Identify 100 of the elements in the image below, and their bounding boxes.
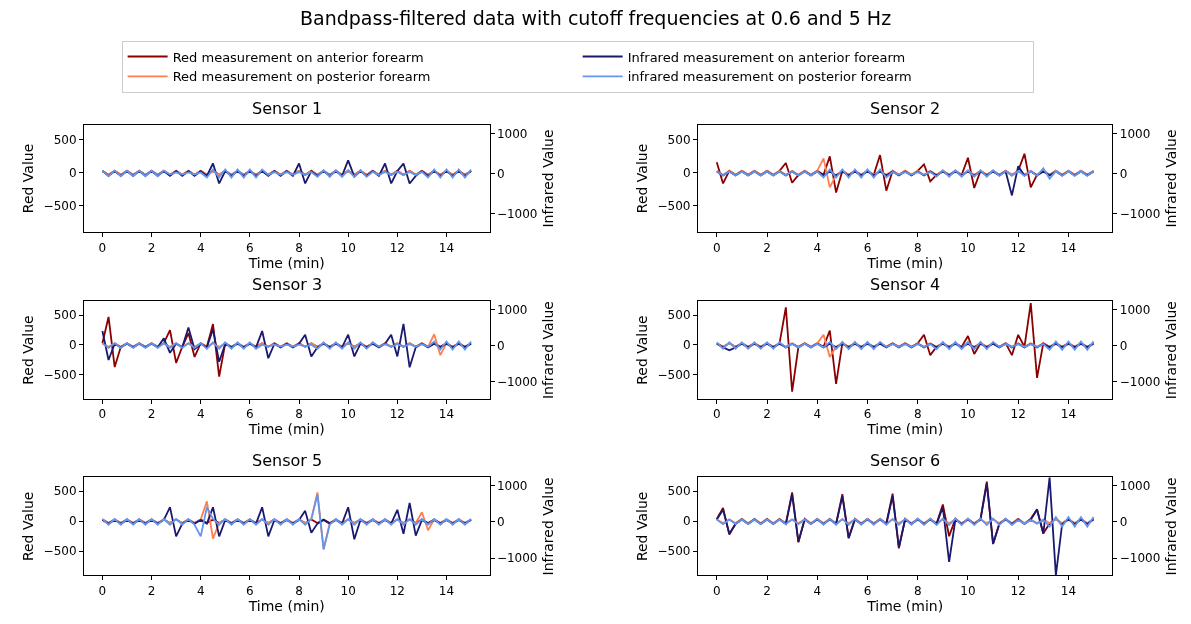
x-tick-label: 2	[147, 583, 156, 598]
y-tick-label: 0	[682, 166, 691, 181]
y-tick-label: 0	[68, 514, 77, 529]
x-tick-label: 0	[98, 240, 107, 255]
y-axis-title: Red Value	[20, 491, 37, 562]
x-tick-label: 2	[763, 583, 771, 598]
x-tick-label: 10	[340, 407, 356, 422]
y2-tick-label: −1000	[1119, 374, 1161, 389]
x-tick-label: 8	[295, 583, 303, 598]
x-tick-label: 10	[960, 583, 976, 598]
y2-tick-label: 0	[1119, 514, 1128, 529]
y2-tick-label: 0	[496, 338, 505, 353]
x-tick-label: 6	[863, 240, 872, 255]
x-tick-label: 10	[340, 240, 356, 255]
x-tick-label: 2	[147, 240, 156, 255]
x-tick-label: 4	[813, 407, 822, 422]
y2-axis-title: Infrared Value	[539, 477, 556, 576]
x-axis-title: Time (min)	[866, 598, 944, 615]
x-tick-label: 0	[98, 583, 107, 598]
x-tick-label: 14	[1060, 583, 1077, 598]
x-axis-title: Time (min)	[247, 598, 325, 615]
y2-tick-label: 0	[496, 166, 505, 181]
y2-tick-label: −1000	[1119, 206, 1161, 221]
y2-axis-title: Infrared Value	[1162, 477, 1179, 576]
x-tick-label: 8	[295, 240, 303, 255]
chart-title: Sensor 3	[252, 275, 323, 294]
x-tick-label: 12	[389, 240, 405, 255]
y2-tick-label: −1000	[496, 551, 538, 566]
y-tick-label: 0	[68, 338, 77, 353]
x-tick-label: 14	[438, 407, 455, 422]
x-tick-label: 4	[813, 240, 822, 255]
x-tick-label: 10	[340, 583, 356, 598]
x-tick-label: 2	[147, 407, 156, 422]
x-tick-label: 6	[863, 583, 872, 598]
x-tick-label: 4	[196, 583, 205, 598]
y-tick-label: 500	[53, 484, 77, 499]
y-tick-label: −500	[43, 198, 77, 213]
chart-title: Sensor 6	[870, 451, 941, 470]
y-tick-label: −500	[43, 368, 77, 383]
y2-tick-label: 1000	[496, 478, 528, 493]
x-tick-label: 0	[98, 407, 107, 422]
x-tick-label: 0	[712, 583, 721, 598]
y2-tick-label: 0	[1119, 166, 1128, 181]
chart-title: Sensor 5	[252, 451, 323, 470]
y-tick-label: 500	[53, 308, 77, 323]
chart-title: Sensor 4	[870, 275, 941, 294]
x-tick-label: 6	[246, 240, 254, 255]
y-tick-label: −500	[657, 544, 691, 559]
text: Bandpass-filtered data with cutoff frequencies at 0.6 and 5 Hz	[300, 7, 892, 29]
y2-tick-label: 1000	[496, 126, 528, 141]
y-axis-title: Red Value	[634, 315, 651, 385]
x-axis-title: Time (min)	[866, 421, 944, 438]
y2-tick-label: 1000	[496, 302, 528, 317]
x-tick-label: 12	[389, 407, 405, 422]
y2-tick-label: 0	[1119, 338, 1128, 353]
y-axis-title: Red Value	[634, 491, 651, 562]
x-axis-title: Time (min)	[247, 421, 325, 438]
x-tick-label: 14	[438, 240, 455, 255]
y2-axis-title: Infrared Value	[1162, 301, 1179, 400]
x-tick-label: 8	[295, 407, 303, 422]
y2-axis-title: Infrared Value	[1162, 129, 1179, 228]
y-tick-label: 500	[667, 484, 691, 499]
x-tick-label: 0	[712, 407, 721, 422]
y-tick-label: 0	[68, 166, 77, 181]
y-tick-label: 500	[667, 308, 691, 323]
y2-tick-label: −1000	[496, 206, 538, 221]
y-tick-label: −500	[43, 544, 77, 559]
y2-tick-label: −1000	[1119, 551, 1161, 566]
x-tick-label: 4	[196, 407, 205, 422]
y2-tick-label: 1000	[1119, 478, 1151, 493]
legend-label: Red measurement on anterior forearm	[172, 49, 424, 65]
x-tick-label: 14	[438, 583, 455, 598]
x-tick-label: 8	[913, 583, 922, 598]
x-tick-label: 12	[1010, 240, 1026, 255]
x-tick-label: 8	[913, 240, 922, 255]
x-tick-label: 10	[960, 407, 976, 422]
x-tick-label: 6	[246, 583, 254, 598]
y-axis-title: Red Value	[634, 143, 651, 214]
legend-label: Infrared measurement on anterior forearm	[627, 49, 906, 65]
x-tick-label: 14	[1060, 407, 1077, 422]
chart-title: Sensor 1	[252, 99, 323, 118]
legend-label: Red measurement on posterior forearm	[172, 69, 431, 85]
y-tick-label: 500	[53, 133, 77, 148]
legend-label: infrared measurement on posterior forearm	[627, 69, 912, 85]
y-tick-label: 500	[667, 133, 691, 148]
y2-tick-label: 1000	[1119, 302, 1151, 317]
x-tick-label: 6	[246, 407, 254, 422]
x-tick-label: 14	[1060, 240, 1077, 255]
y-tick-label: 0	[682, 338, 691, 353]
x-tick-label: 8	[913, 407, 922, 422]
x-tick-label: 2	[763, 407, 771, 422]
x-tick-label: 0	[712, 240, 721, 255]
y2-axis-title: Infrared Value	[539, 129, 556, 228]
x-axis-title: Time (min)	[247, 254, 325, 271]
x-tick-label: 10	[960, 240, 976, 255]
y-axis-title: Red Value	[20, 143, 37, 214]
y-tick-label: 0	[682, 514, 691, 529]
y-tick-label: −500	[657, 198, 691, 213]
y2-tick-label: 1000	[1119, 126, 1151, 141]
chart-title: Sensor 2	[870, 99, 941, 118]
